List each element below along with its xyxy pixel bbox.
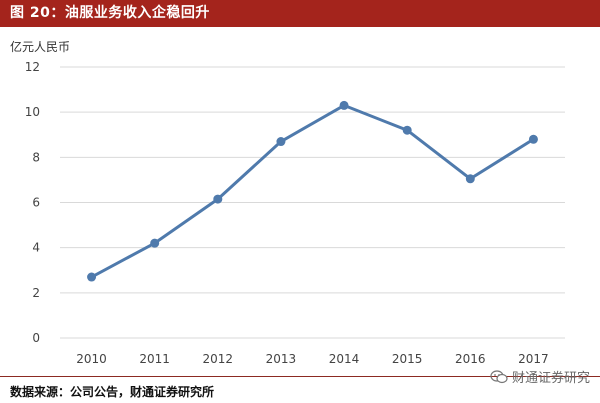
source-note: 数据来源：公司公告，财通证券研究所 — [10, 385, 215, 399]
x-tick-label: 2017 — [518, 352, 549, 366]
x-tick-label: 2015 — [392, 352, 423, 366]
y-tick-label: 8 — [32, 150, 40, 164]
data-point-2017 — [528, 134, 538, 144]
x-tick-label: 2011 — [139, 352, 170, 366]
figure-title: 图 20：油服业务收入企稳回升 — [0, 0, 600, 27]
watermark: 财通证券研究 — [490, 367, 590, 386]
data-point-2011 — [150, 238, 160, 248]
data-point-2015 — [402, 125, 412, 135]
y-tick-label: 12 — [25, 60, 40, 74]
data-point-2012 — [213, 194, 223, 204]
data-point-2013 — [276, 137, 286, 147]
data-point-2014 — [339, 100, 349, 110]
y-tick-label: 4 — [32, 241, 40, 255]
x-tick-label: 2012 — [203, 352, 234, 366]
x-tick-label: 2010 — [76, 352, 107, 366]
x-tick-labels: 2010 2011 2012 2013 2014 2015 2016 2017 — [76, 352, 548, 366]
y-tick-label: 6 — [32, 196, 40, 210]
y-tick-label: 2 — [32, 286, 40, 300]
series-layer — [87, 100, 538, 282]
wechat-icon — [490, 369, 508, 383]
footer-divider — [0, 376, 600, 377]
y-tick-label: 0 — [32, 331, 40, 345]
x-tick-label: 2013 — [266, 352, 297, 366]
y-tick-label: 10 — [25, 105, 40, 119]
data-point-2010 — [87, 272, 97, 282]
y-tick-labels: 0 2 4 6 8 10 12 — [25, 60, 40, 345]
x-tick-label: 2014 — [329, 352, 360, 366]
y-axis-unit-label: 亿元人民币 — [10, 40, 71, 54]
series-line — [90, 103, 535, 279]
data-point-2016 — [465, 174, 475, 184]
watermark-text: 财通证券研究 — [511, 371, 590, 386]
x-tick-label: 2016 — [455, 352, 486, 366]
gridlines — [60, 66, 565, 339]
